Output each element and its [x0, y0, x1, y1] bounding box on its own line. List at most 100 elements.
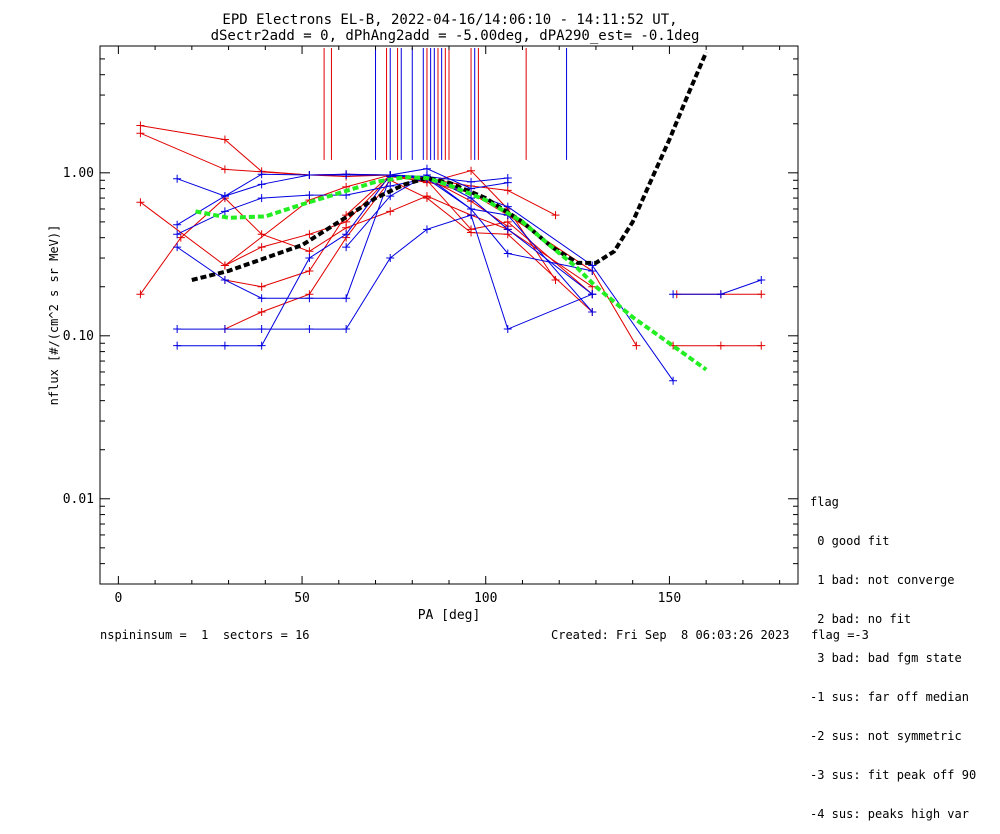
blue-data-point: [173, 174, 182, 183]
blue-data-point: [342, 325, 351, 334]
blue-series-line: [177, 174, 674, 381]
red-data-point: [257, 282, 266, 291]
red-data-point: [757, 290, 766, 299]
vertical-marker-lines: [323, 48, 568, 160]
flag-legend: flag 0 good fit 1 bad: not converge 2 ba…: [810, 470, 976, 834]
red-data-point: [551, 211, 560, 220]
blue-data-point: [503, 202, 512, 211]
x-axis-label: PA [deg]: [418, 608, 481, 623]
blue-data-point: [220, 275, 229, 284]
blue-series-line: [673, 279, 762, 295]
blue-data-point: [467, 211, 476, 220]
blue-data-point: [257, 341, 266, 350]
chart-title-line2: dSectr2add = 0, dPhAng2add = -5.00deg, d…: [211, 28, 700, 44]
blue-data-point: [257, 170, 266, 179]
red-data-point: [632, 341, 641, 350]
blue-data-point: [467, 194, 476, 203]
blue-data-point: [173, 341, 182, 350]
blue-data-point: [342, 294, 351, 303]
red-data-point: [136, 121, 145, 130]
black-fit-curve: [191, 51, 709, 282]
data-series-group: [136, 121, 766, 385]
blue-series-line: [176, 178, 593, 313]
y-tick-label: 0.01: [63, 492, 94, 507]
chart-title-line1: EPD Electrons EL-B, 2022-04-16/14:06:10 …: [222, 12, 677, 28]
legend-item: -3 sus: fit peak off 90: [810, 768, 977, 782]
blue-data-point: [220, 207, 229, 216]
red-data-point: [136, 290, 145, 299]
blue-data-point: [386, 182, 395, 191]
blue-data-point: [386, 254, 395, 263]
footer-right: Created: Fri Sep 8 06:03:26 2023 flag =-…: [551, 628, 869, 642]
legend-item: -4 sus: peaks high var: [810, 807, 969, 821]
x-tick-label: 100: [474, 591, 497, 606]
blue-data-point: [173, 325, 182, 334]
x-tick-label: 150: [658, 591, 681, 606]
blue-data-point: [757, 275, 766, 284]
blue-data-point: [342, 243, 351, 252]
blue-series-line: [177, 214, 593, 330]
blue-series-line: [176, 176, 593, 299]
blue-data-point: [503, 225, 512, 234]
legend-item: 0 good fit: [810, 534, 890, 548]
red-data-point: [551, 275, 560, 284]
blue-data-point: [305, 170, 314, 179]
blue-data-point: [173, 220, 182, 229]
blue-data-point: [342, 230, 351, 239]
blue-data-point: [257, 180, 266, 189]
legend-item: 3 bad: bad fgm state: [810, 651, 962, 665]
red-data-point: [503, 217, 512, 226]
blue-data-point: [467, 177, 476, 186]
red-data-point: [257, 307, 266, 316]
blue-data-point: [257, 294, 266, 303]
red-data-point: [305, 266, 314, 275]
blue-data-point: [503, 249, 512, 258]
blue-data-point: [716, 290, 725, 299]
fit-curves-group: [191, 51, 709, 372]
blue-data-point: [386, 192, 395, 201]
red-data-point: [716, 341, 725, 350]
blue-data-point: [342, 170, 351, 179]
red-data-point: [220, 261, 229, 270]
x-tick-label: 0: [114, 591, 122, 606]
blue-data-point: [257, 325, 266, 334]
axes-group: 0 50 100 150 0.01 0.10 1.00: [63, 45, 798, 606]
legend-item: 1 bad: not converge: [810, 573, 955, 587]
blue-data-point: [220, 192, 229, 201]
red-series-line: [224, 175, 637, 346]
red-data-point: [136, 129, 145, 138]
blue-data-point: [422, 225, 431, 234]
red-data-point: [757, 341, 766, 350]
red-data-point: [305, 247, 314, 256]
blue-data-point: [173, 243, 182, 252]
blue-data-point: [588, 261, 597, 270]
red-data-point: [503, 186, 512, 195]
red-data-point: [305, 230, 314, 239]
red-data-point: [467, 166, 476, 175]
blue-data-point: [503, 178, 512, 187]
legend-item: -1 sus: far off median: [810, 690, 969, 704]
pitch-angle-chart: EPD Electrons EL-B, 2022-04-16/14:06:10 …: [47, 12, 799, 623]
legend-title: flag: [810, 495, 839, 509]
red-data-point: [220, 165, 229, 174]
red-data-point: [257, 243, 266, 252]
red-data-point: [386, 207, 395, 216]
red-data-point: [422, 194, 431, 203]
red-data-point: [176, 233, 185, 242]
y-tick-label: 1.00: [63, 166, 94, 181]
legend-item: 2 bad: no fit: [810, 612, 912, 626]
red-data-point: [467, 228, 476, 237]
blue-data-point: [503, 325, 512, 334]
red-data-point: [220, 135, 229, 144]
y-tick-label: 0.10: [63, 329, 94, 344]
blue-data-point: [305, 191, 314, 200]
blue-data-point: [257, 194, 266, 203]
blue-data-point: [669, 290, 678, 299]
x-tick-label: 50: [294, 591, 310, 606]
y-axis-label: nflux [#/(cm^2 s sr MeV)]: [47, 225, 61, 406]
blue-data-point: [305, 254, 314, 263]
blue-data-point: [220, 325, 229, 334]
blue-data-point: [588, 290, 597, 299]
legend-item: -2 sus: not symmetric: [810, 729, 962, 743]
red-data-point: [257, 230, 266, 239]
